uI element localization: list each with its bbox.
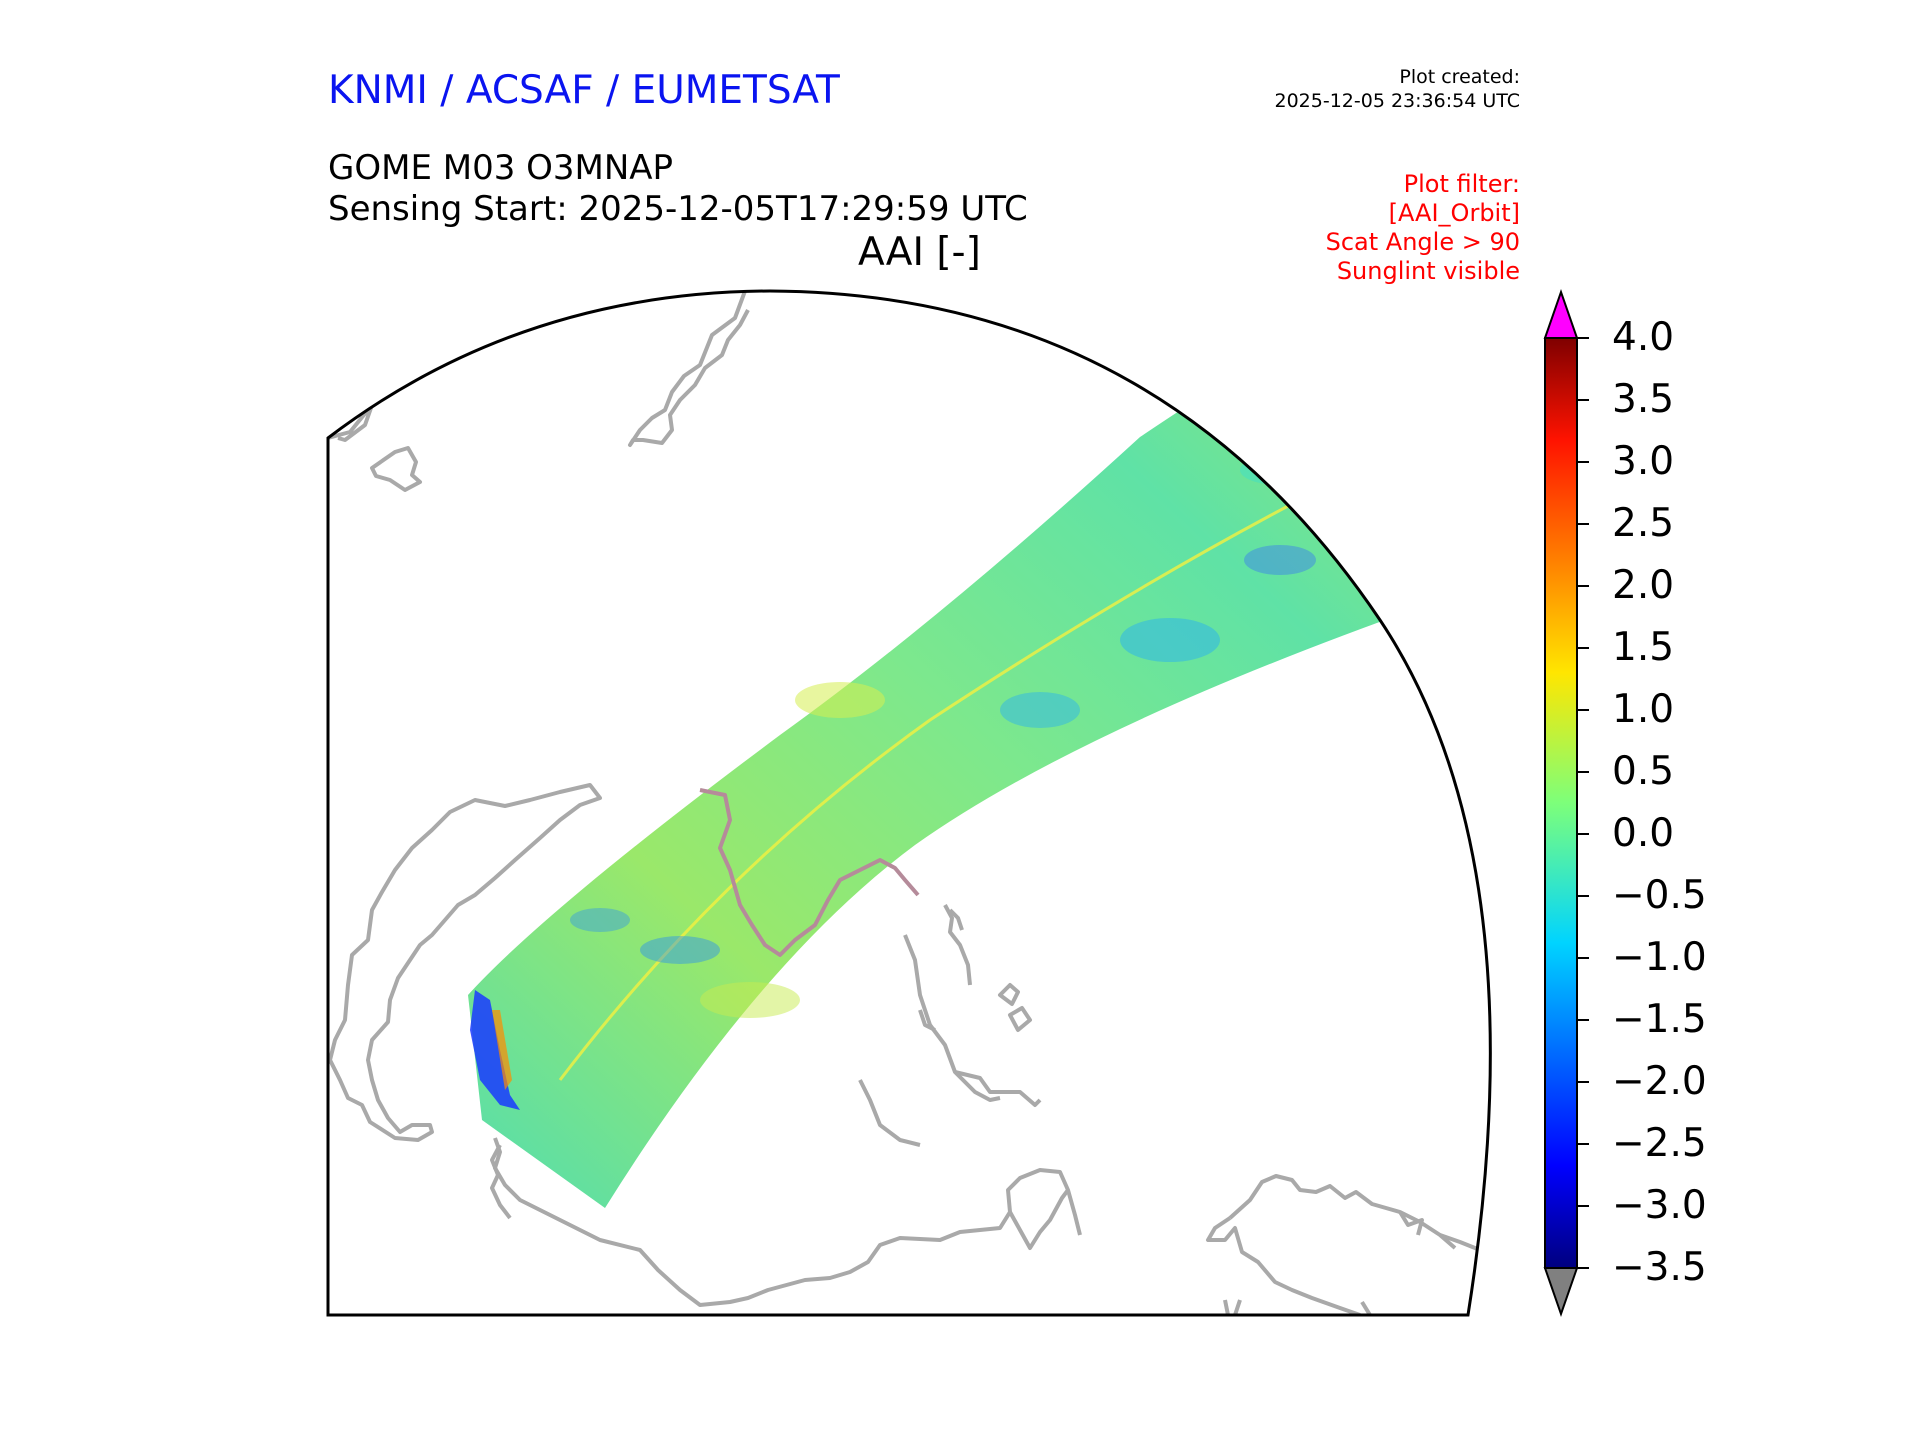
colorbar-tick-label: 2.0 — [1612, 563, 1675, 608]
colorbar-over-triangle — [1543, 288, 1579, 339]
coastline-bottom-small-3 — [1360, 1300, 1372, 1315]
coastline-archipelago — [903, 934, 1001, 1102]
colorbar-tick-label: −1.0 — [1612, 935, 1707, 980]
colorbar-tick-label: 1.5 — [1612, 625, 1675, 670]
colorbar-tick-label: −0.5 — [1612, 873, 1707, 918]
colorbar-under-triangle — [1543, 1267, 1579, 1318]
swath-orange-edge — [492, 1010, 512, 1090]
colorbar-tick-label: 3.0 — [1612, 439, 1675, 484]
colorbar-tick-label: −2.0 — [1612, 1059, 1707, 1104]
coastlines — [328, 291, 1491, 1315]
swath-blue-patch — [1120, 618, 1220, 662]
swath-center-line — [558, 503, 1291, 1081]
swath-blue-patch — [570, 908, 630, 932]
swath-yellow-patch — [700, 982, 800, 1018]
variable-title: AAI [-] — [858, 230, 981, 275]
coastline-mid-island — [943, 904, 972, 986]
coastline-bottom-small — [1223, 1299, 1230, 1315]
colorbar-tick-label: 4.0 — [1612, 315, 1675, 360]
swath-blue-patch — [1000, 692, 1080, 728]
map-frame — [326, 289, 1492, 1317]
colorbar-tick-label: −3.0 — [1612, 1183, 1707, 1228]
colorbar-tick-label: 0.5 — [1612, 749, 1675, 794]
coastline-southeast — [1228, 1174, 1457, 1250]
coastline-southeast-2 — [1206, 1216, 1361, 1315]
plot-created-time: 2025-12-05 23:36:54 UTC — [1274, 90, 1521, 112]
agency-title: KNMI / ACSAF / EUMETSAT — [328, 68, 840, 113]
colorbar-tick-label: 0.0 — [1612, 811, 1675, 856]
coastline-bottom-small-2 — [1233, 1299, 1242, 1315]
coastline-continent — [328, 783, 602, 1142]
coastline-bay-island-3 — [1008, 1006, 1032, 1032]
coastline-archipelago-2 — [858, 1079, 921, 1147]
coastline-bay-island-4 — [948, 908, 964, 931]
swath-band — [468, 365, 1385, 1208]
swath-blue-patch — [640, 936, 720, 964]
coastline-east-peninsula — [1008, 1188, 1070, 1250]
filter-line: Plot filter: — [1403, 170, 1520, 198]
colorbar-gradient — [1544, 337, 1578, 1269]
sensing-start: Sensing Start: 2025-12-05T17:29:59 UTC — [328, 189, 1028, 229]
colorbar-tick-label: −1.5 — [1612, 997, 1707, 1042]
coastline-north-island — [628, 291, 750, 447]
colorbar-ticks — [1577, 337, 1589, 1269]
coastline-over-swath — [699, 788, 920, 957]
coastline-lower-left — [490, 1144, 512, 1220]
swath-blue-patch — [1244, 545, 1316, 575]
filter-line: Sunglint visible — [1336, 257, 1520, 285]
product-title: GOME M03 O3MNAP — [328, 148, 674, 188]
swath-yellow-patch — [795, 682, 885, 718]
coastline-southeast-3 — [1398, 1210, 1424, 1236]
colorbar-tick-label: 3.5 — [1612, 377, 1675, 422]
coastline-bay-island-2 — [998, 983, 1020, 1006]
colorbar-tick-label: −2.5 — [1612, 1121, 1707, 1166]
colorbar-tick-label: 1.0 — [1612, 687, 1675, 732]
filter-line: [AAI_Orbit] — [1388, 199, 1520, 227]
swath-dark-edge — [470, 990, 520, 1110]
coastline-small-island — [370, 446, 422, 492]
filter-line: Scat Angle > 90 — [1325, 228, 1520, 256]
colorbar-tick-label: 2.5 — [1612, 501, 1675, 546]
colorbar-tick-label: −3.5 — [1612, 1245, 1707, 1290]
aai-swath — [468, 365, 1385, 1208]
coastline-mid-island-2 — [918, 1009, 936, 1032]
coastline-south — [493, 1137, 1082, 1307]
plot-created-label: Plot created: — [1399, 66, 1520, 88]
coastline-bay-island — [954, 1070, 1042, 1107]
coastline-top-left — [328, 403, 374, 442]
